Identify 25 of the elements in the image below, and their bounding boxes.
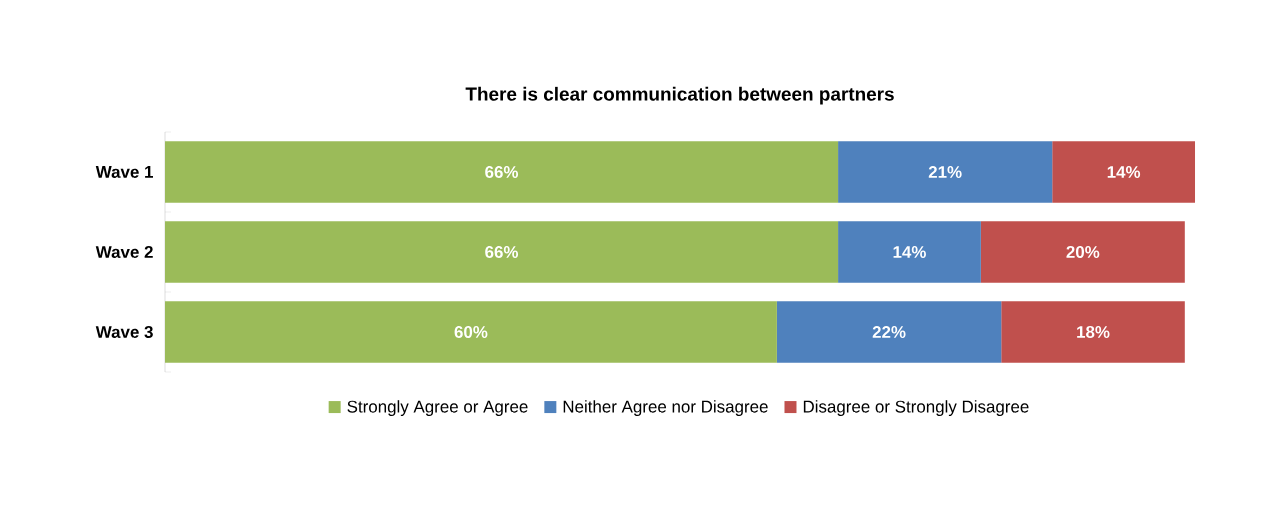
data-label: 20%: [1066, 246, 1100, 258]
bar: [1052, 141, 1196, 203]
data-label: 21%: [928, 166, 962, 178]
bar: [165, 141, 839, 203]
bar: [838, 221, 981, 283]
bar: [838, 141, 1053, 203]
y-tick-label: Wave 2: [95, 246, 153, 258]
data-label: 66%: [485, 246, 519, 258]
data-label: 22%: [872, 326, 906, 338]
data-label: 14%: [893, 246, 926, 258]
data-label: 66%: [485, 166, 519, 178]
legend-label: Strongly Agree or Agree: [347, 400, 528, 416]
y-tick-label: Wave 3: [95, 325, 153, 339]
bar: [165, 301, 777, 363]
legend-label: Neither Agree nor Disagree: [563, 400, 768, 416]
chart-title: There is clear communication between partners: [465, 86, 894, 105]
data-label: 14%: [1107, 166, 1141, 178]
bar: [776, 301, 1002, 363]
data-label: 18%: [1077, 326, 1110, 338]
bar: [980, 221, 1185, 283]
bar: [1001, 301, 1185, 363]
bar: [165, 221, 839, 283]
y-tick-label: Wave 1: [95, 166, 153, 178]
legend-label: Disagree or Strongly Disagree: [803, 400, 1029, 416]
data-label: 60%: [454, 326, 488, 338]
